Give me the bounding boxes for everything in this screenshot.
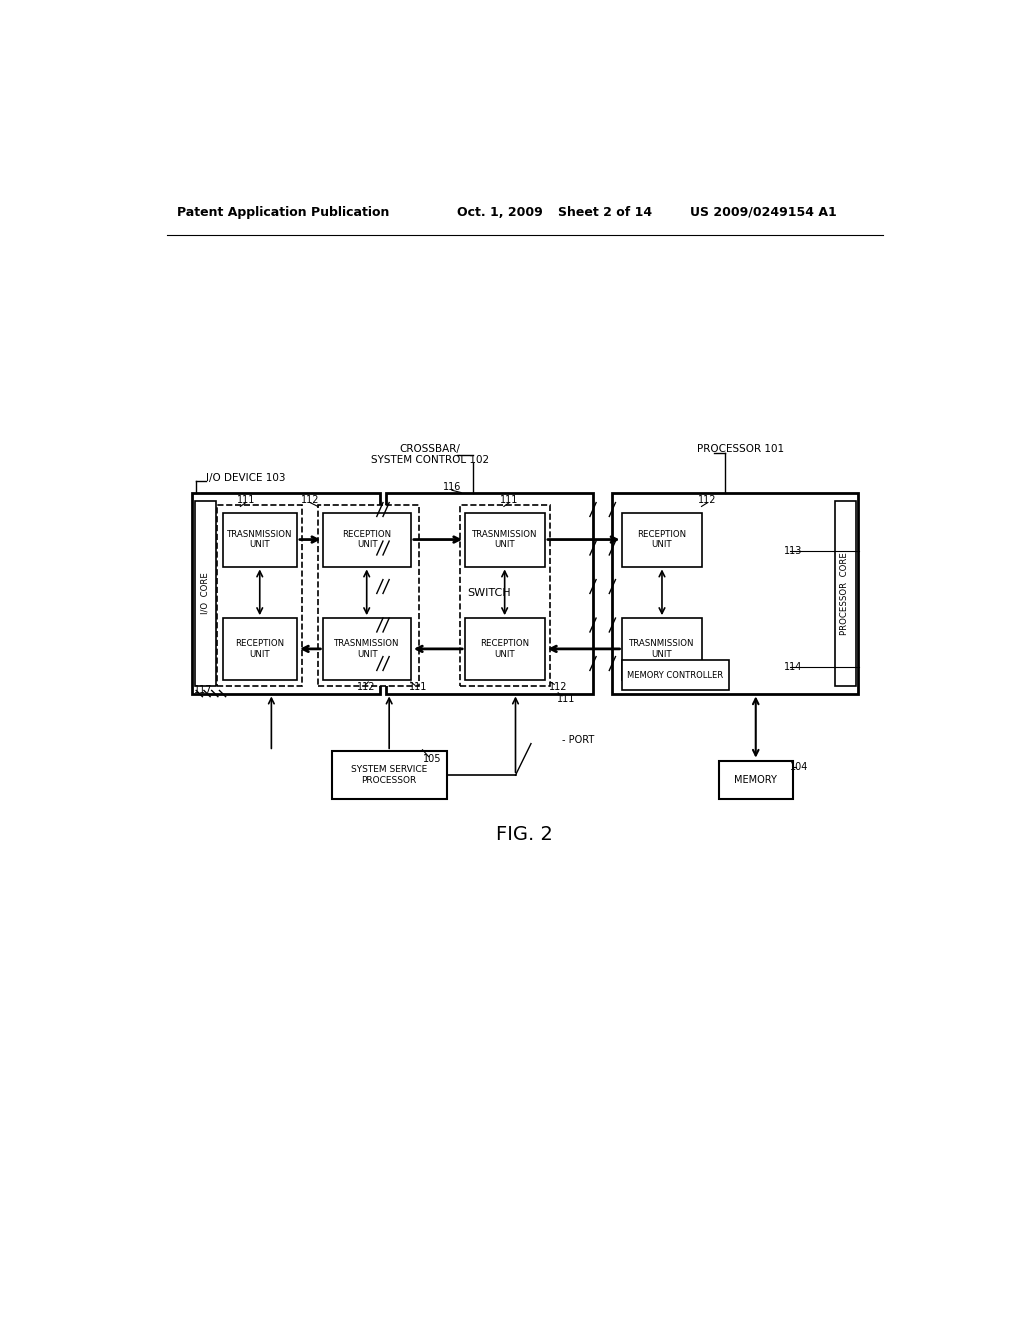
Text: 112: 112 [698, 495, 717, 504]
Text: 117: 117 [194, 685, 212, 696]
Bar [719, 760, 793, 799]
Text: PROCESSOR 101: PROCESSOR 101 [696, 445, 783, 454]
Text: 112: 112 [301, 495, 319, 504]
Text: RECEPTION
UNIT: RECEPTION UNIT [236, 639, 285, 659]
Text: 111: 111 [557, 694, 575, 704]
Text: 116: 116 [442, 482, 461, 492]
Bar [324, 618, 411, 680]
Bar [222, 512, 297, 566]
Text: TRASNMISSION
UNIT: TRASNMISSION UNIT [335, 639, 399, 659]
Text: MEMORY: MEMORY [734, 775, 777, 785]
Bar [623, 618, 701, 680]
Text: US 2009/0249154 A1: US 2009/0249154 A1 [690, 206, 837, 219]
Bar [835, 502, 856, 686]
Text: SYSTEM CONTROL 102: SYSTEM CONTROL 102 [371, 455, 489, 465]
Bar [332, 751, 447, 799]
Bar [386, 494, 593, 693]
Bar [222, 618, 297, 680]
Text: 104: 104 [790, 762, 808, 772]
Text: TRASNMISSION
UNIT: TRASNMISSION UNIT [472, 529, 538, 549]
Text: PROCESSOR  CORE: PROCESSOR CORE [841, 552, 849, 635]
Bar [460, 506, 550, 686]
Text: 111: 111 [237, 495, 255, 504]
Text: TRASNMISSION
UNIT: TRASNMISSION UNIT [629, 639, 694, 659]
Bar [217, 506, 302, 686]
Text: RECEPTION
UNIT: RECEPTION UNIT [342, 529, 391, 549]
Text: 111: 111 [500, 495, 518, 504]
Bar [623, 660, 729, 689]
Text: CROSSBAR/: CROSSBAR/ [399, 445, 461, 454]
Text: 111: 111 [410, 682, 428, 693]
Text: I/O  CORE: I/O CORE [201, 573, 210, 614]
Text: 105: 105 [423, 754, 441, 764]
Text: SYSTEM SERVICE
PROCESSOR: SYSTEM SERVICE PROCESSOR [351, 766, 427, 785]
Text: Oct. 1, 2009: Oct. 1, 2009 [457, 206, 543, 219]
Bar [317, 506, 419, 686]
Bar [324, 512, 411, 566]
Text: RECEPTION
UNIT: RECEPTION UNIT [480, 639, 529, 659]
Text: 112: 112 [356, 682, 375, 693]
Text: SWITCH: SWITCH [468, 589, 511, 598]
Text: FIG. 2: FIG. 2 [497, 825, 553, 843]
Text: Patent Application Publication: Patent Application Publication [177, 206, 389, 219]
Bar [612, 494, 858, 693]
Text: I/O DEVICE 103: I/O DEVICE 103 [206, 473, 285, 483]
Bar [623, 512, 701, 566]
Text: - PORT: - PORT [562, 735, 594, 744]
Bar [465, 618, 545, 680]
Text: 114: 114 [783, 661, 802, 672]
Text: MEMORY CONTROLLER: MEMORY CONTROLLER [628, 671, 724, 680]
Bar [195, 502, 216, 686]
Text: 112: 112 [549, 682, 567, 693]
Text: Sheet 2 of 14: Sheet 2 of 14 [557, 206, 651, 219]
Text: TRASNMISSION
UNIT: TRASNMISSION UNIT [227, 529, 293, 549]
Text: RECEPTION
UNIT: RECEPTION UNIT [637, 529, 686, 549]
Text: 113: 113 [783, 546, 802, 556]
Bar [465, 512, 545, 566]
Bar [193, 494, 380, 693]
